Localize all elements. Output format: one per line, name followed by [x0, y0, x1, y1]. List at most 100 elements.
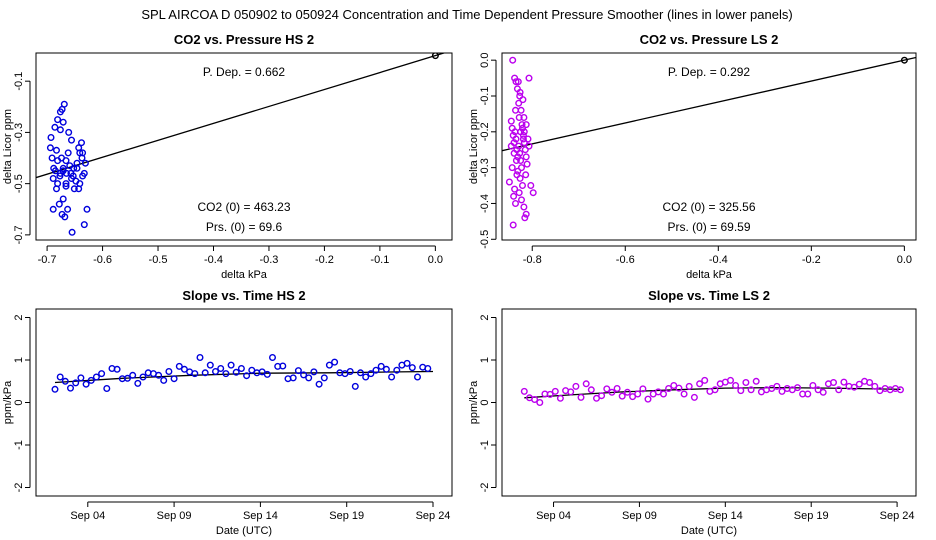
data-point: [60, 100, 68, 108]
data-point: [685, 382, 693, 390]
data-point: [68, 228, 76, 236]
data-point: [556, 394, 564, 402]
data-point: [507, 142, 515, 150]
data-point: [67, 136, 75, 144]
data-point: [289, 374, 297, 382]
y-tick-label: 0: [479, 399, 491, 405]
chart-title: Slope vs. Time HS 2: [182, 288, 305, 303]
data-point: [75, 144, 83, 152]
data-point: [510, 149, 518, 157]
y-tick-label: -0.5: [13, 174, 25, 193]
annotation-pdep: P. Dep. = 0.292: [668, 65, 751, 79]
plot-frame: [35, 52, 453, 241]
y-tick-label: -0.3: [479, 158, 491, 177]
y-tick-label: 0.0: [479, 53, 491, 68]
data-point: [551, 387, 559, 395]
x-tick-label: -0.5: [149, 254, 168, 266]
y-tick-label: 2: [13, 314, 25, 320]
data-point: [897, 386, 905, 394]
data-point: [59, 118, 67, 126]
plot-frame: [501, 308, 917, 497]
data-point: [103, 385, 111, 393]
data-point: [211, 368, 219, 376]
annotation-pdep: P. Dep. = 0.662: [203, 65, 286, 79]
data-point: [509, 56, 517, 64]
data-point: [61, 377, 69, 385]
data-point: [510, 192, 518, 200]
data-point: [515, 142, 523, 150]
data-point: [222, 370, 230, 378]
data-point: [377, 362, 385, 370]
y-tick-label: 1: [479, 357, 491, 363]
x-tick-label: -0.6: [93, 254, 112, 266]
x-tick-label: Sep 14: [243, 510, 278, 522]
chart-hs_time: Slope vs. Time HS 2 Sep 04 Sep 09 Sep 14 Sep…: [2, 288, 453, 537]
data-point: [517, 156, 525, 164]
data-point: [237, 365, 245, 373]
y-tick-label: -1: [13, 440, 25, 450]
data-point: [696, 380, 704, 388]
x-tick-label: 0.0: [897, 254, 912, 266]
data-point: [325, 361, 333, 369]
data-point: [603, 385, 611, 393]
data-point: [850, 383, 858, 391]
data-point: [331, 358, 339, 366]
chart-title: CO2 vs. Pressure LS 2: [640, 32, 779, 47]
data-point: [123, 374, 131, 382]
data-point: [403, 359, 411, 367]
data-point: [139, 373, 147, 381]
data-point: [515, 99, 523, 107]
figure-title: SPL AIRCOA D 050902 to 050924 Concentrat…: [141, 7, 792, 22]
data-point: [66, 384, 74, 392]
data-point: [63, 169, 71, 177]
data-point: [515, 189, 523, 197]
data-point: [315, 380, 323, 388]
data-point: [372, 366, 380, 374]
fit-line: [502, 56, 916, 152]
data-point: [46, 144, 54, 152]
data-point: [175, 362, 183, 370]
data-point: [524, 135, 532, 143]
data-point: [77, 374, 85, 382]
data-point: [196, 354, 204, 362]
panels: CO2 vs. Pressure HS 2 -0.7 -0.6 -0.5 -0.4 -0.…: [2, 32, 917, 537]
chart-ls_pressure: CO2 vs. Pressure LS 2 -0.8 -0.6 -0.4 -0.2 0.0…: [468, 32, 917, 281]
data-point: [520, 203, 528, 211]
y-tick-label: -0.1: [479, 87, 491, 106]
y-tick-label: -0.4: [479, 194, 491, 213]
data-point: [515, 113, 523, 121]
data-point: [520, 128, 528, 136]
data-point: [82, 380, 90, 388]
x-axis-label: Date (UTC): [216, 525, 272, 537]
data-point: [752, 377, 760, 385]
data-point: [54, 157, 62, 165]
data-point: [346, 368, 354, 376]
x-tick-label: -0.1: [370, 254, 389, 266]
x-tick-label: Sep 09: [157, 510, 192, 522]
data-point: [51, 167, 59, 175]
data-point: [587, 386, 595, 394]
y-tick-label: -0.1: [13, 72, 25, 91]
data-point: [305, 374, 313, 382]
data-point: [680, 390, 688, 398]
data-point: [518, 164, 526, 172]
data-point: [59, 164, 67, 172]
y-axis-label: delta Licor ppm: [468, 109, 480, 184]
data-point: [62, 182, 70, 190]
y-tick-label: -1: [479, 440, 491, 450]
data-point: [512, 135, 520, 143]
data-point: [660, 390, 668, 398]
data-point: [623, 388, 631, 396]
data-point: [516, 174, 524, 182]
data-point: [180, 365, 188, 373]
data-point: [855, 380, 863, 388]
data-point: [809, 382, 817, 390]
data-point: [613, 385, 621, 393]
data-point: [830, 379, 838, 387]
data-point: [871, 382, 879, 390]
data-point: [520, 113, 528, 121]
data-point: [414, 373, 422, 381]
data-point: [113, 365, 121, 373]
data-point: [59, 195, 67, 203]
